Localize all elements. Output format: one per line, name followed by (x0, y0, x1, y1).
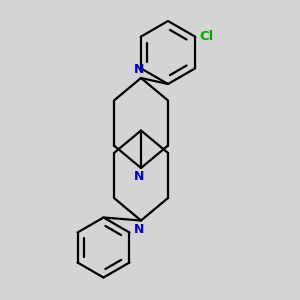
Text: N: N (134, 170, 145, 183)
Text: N: N (134, 63, 145, 76)
Text: Cl: Cl (199, 30, 213, 43)
Text: N: N (134, 223, 145, 236)
